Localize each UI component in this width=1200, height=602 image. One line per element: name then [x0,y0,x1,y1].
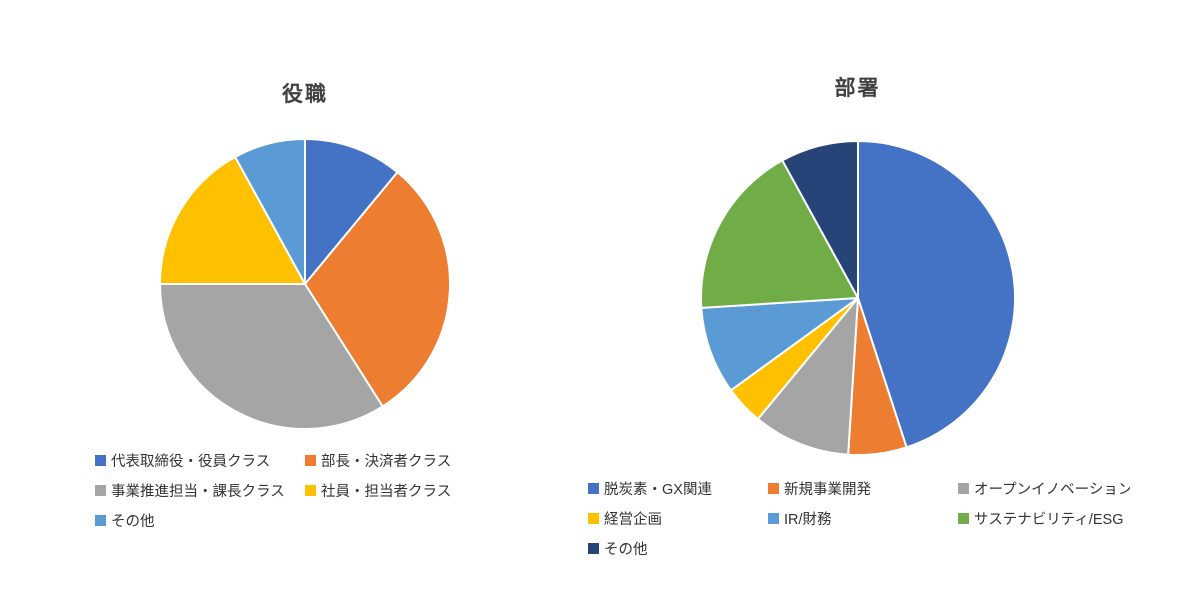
pie-chart-role: 役職 代表取締役・役員クラス 部長・決済者クラス事業推進担当・課長クラス 社員・担当… [60,82,550,535]
legend-item-4: その他 [95,505,305,535]
chart-title-department: 部署 [834,77,881,100]
legend-label: 経営企画 [604,511,662,528]
pie-slice-2 [159,283,384,431]
pie-role-svg [159,138,451,431]
legend-item-2: オープンイノベーション [958,473,1130,503]
legend-marker-icon [768,512,779,524]
legend-item-2: 事業推進担当・課長クラス [95,475,305,505]
legend-label: 事業推進担当・課長クラス [111,483,285,500]
legend-item-1: 新規事業開発 [768,473,958,503]
legend-item-4: IR/財務 [768,503,958,533]
legend-marker-icon [588,512,599,524]
legend-marker-icon [95,454,106,466]
pie-slice-3 [159,156,306,286]
legend-label: 新規事業開発 [784,481,871,498]
legend-label: 部長・決済者クラス [321,453,452,470]
legend-item-1: 部長・決済者クラス [305,445,515,475]
legend-label: IR/財務 [784,511,832,528]
pie-department-svg [699,140,1016,457]
legend-item-6: その他 [588,533,768,563]
legend-item-0: 代表取締役・役員クラス [95,445,305,475]
pie-slice-0 [304,138,399,286]
legend-marker-icon [588,482,599,494]
pie-slice-0 [856,140,1016,449]
legend-item-3: 社員・担当者クラス [305,475,515,505]
legend-label: サステナビリティ/ESG [974,511,1124,528]
pie-slice-4 [699,297,859,392]
legend-label: その他 [604,541,648,558]
pie-slice-2 [756,297,859,456]
legend-marker-icon [588,542,599,554]
legend-label: 社員・担当者クラス [321,483,452,500]
legend-item-0: 脱炭素・GX関連 [588,473,768,503]
legend-marker-icon [305,484,316,496]
legend-marker-icon [958,512,969,524]
pie-slice-1 [304,171,451,408]
pie-chart-department: 部署 脱炭素・GX関連 新規事業開発 オープンイノベーション経営企画 IR/財務 サステ… [585,76,1130,563]
pie-slice-6 [780,140,859,300]
legend-label: 代表取締役・役員クラス [111,453,271,470]
chart-title-role: 役職 [282,83,328,106]
pie-slice-4 [234,138,306,286]
legend-item-5: サステナビリティ/ESG [958,503,1130,533]
legend-marker-icon [958,482,969,494]
legend-marker-icon [95,514,106,526]
chart-legend-department: 脱炭素・GX関連 新規事業開発 オープンイノベーション経営企画 IR/財務 サステナビリ… [588,473,1130,563]
pie-slice-5 [699,159,859,310]
chart-legend-role: 代表取締役・役員クラス 部長・決済者クラス事業推進担当・課長クラス 社員・担当者クラ… [95,445,550,535]
legend-label: その他 [111,513,155,530]
legend-marker-icon [768,482,779,494]
legend-label: オープンイノベーション [974,481,1130,498]
legend-item-3: 経営企画 [588,503,768,533]
legend-marker-icon [95,484,106,496]
legend-marker-icon [305,454,316,466]
legend-label: 脱炭素・GX関連 [604,481,712,498]
